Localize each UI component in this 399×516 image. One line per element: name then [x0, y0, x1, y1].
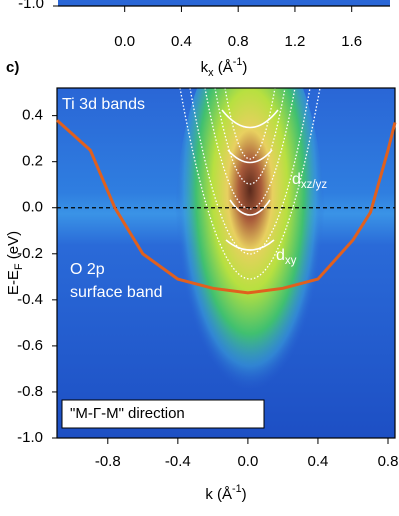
x-tick-label: 1.2 [285, 33, 306, 50]
text-part: (eV) [5, 231, 22, 264]
ti-bands [179, 88, 321, 280]
text-part: ) [242, 486, 247, 503]
subscript: F [13, 263, 25, 270]
x-tick-label: 0.0 [237, 453, 258, 470]
text-part: O 2p [70, 261, 105, 278]
y-tick-label: -1.0 [17, 429, 43, 446]
rich-text: k (Å-1​) [205, 483, 246, 503]
y-tick-label: 0.0 [22, 199, 43, 216]
subscript: xy [285, 255, 297, 267]
rich-text: "M-Γ-M" direction [70, 405, 185, 422]
y-tick-label: -0.4 [17, 291, 43, 308]
text-part: surface band [70, 284, 163, 301]
text-part: ) [242, 59, 247, 76]
x-tick-label: 1.6 [341, 33, 362, 50]
text-part: "M-Γ-M" direction [70, 405, 185, 422]
rich-text: dxz/yz​ [292, 171, 327, 191]
y-tick-label: -1.0 [18, 0, 44, 12]
intensity-blob [175, 88, 325, 430]
text-part: E-E [5, 270, 22, 295]
text-part: k [201, 59, 209, 76]
rich-text: E-EF​ (eV) [5, 231, 25, 295]
plot-frame [56, 87, 396, 439]
ti-bands-solid [221, 109, 279, 251]
y-tick-label: -0.2 [17, 245, 43, 262]
x-tick-label: 0.0 [114, 33, 135, 50]
surface-band-line [55, 119, 397, 295]
text-part: Ti 3d bands [62, 96, 145, 113]
text-part: (Å [214, 59, 233, 76]
y-tick-label: -0.8 [17, 383, 43, 400]
superscript: -1 [233, 56, 243, 68]
x-tick-label: -0.8 [95, 453, 121, 470]
top-heatmap [58, 0, 390, 6]
text-part: d [292, 171, 301, 188]
rich-text: surface band [70, 284, 163, 301]
y-tick-label: 0.4 [22, 107, 43, 124]
text-part: k (Å [205, 486, 232, 503]
x-tick-label: 0.4 [171, 33, 192, 50]
direction-box [61, 399, 265, 429]
y-tick-label: 0.2 [22, 153, 43, 170]
rich-text: kx​ (Å-1​) [201, 56, 248, 79]
y-tick-label: -0.6 [17, 337, 43, 354]
x-tick-label: 0.4 [308, 453, 329, 470]
subscript: xz/yz [301, 179, 327, 191]
rich-text: Ti 3d bands [62, 96, 145, 113]
rich-text: dxy​ [276, 247, 297, 267]
x-tick-label: 0.8 [228, 33, 249, 50]
superscript: -1 [232, 483, 242, 495]
text-part: d [276, 247, 285, 264]
x-tick-label: -0.4 [165, 453, 191, 470]
subscript: x [208, 67, 214, 79]
heatmap [57, 88, 395, 438]
rich-text: O 2p [70, 261, 105, 278]
x-tick-label: 0.8 [378, 453, 399, 470]
panel-label: c) [6, 59, 19, 76]
